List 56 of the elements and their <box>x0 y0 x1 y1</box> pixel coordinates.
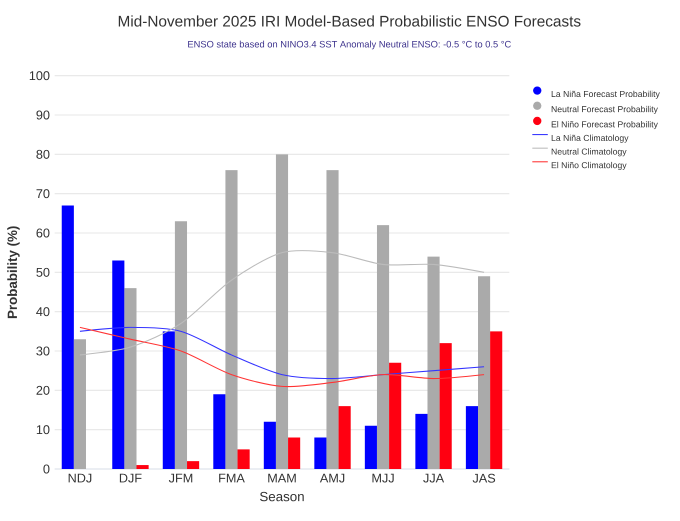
y-tick-label: 70 <box>36 189 50 198</box>
bar <box>364 426 377 469</box>
y-tick-label: 10 <box>36 425 50 434</box>
bar <box>62 205 74 469</box>
legend-label: El Niño Climatology <box>552 162 627 170</box>
bar <box>338 406 351 469</box>
y-tick-label: 30 <box>36 346 50 356</box>
bar <box>213 394 226 469</box>
bar <box>326 170 339 469</box>
legend-label: Neutral Climatology <box>552 148 627 156</box>
legend-label: La Niña Forecast Probability <box>552 90 660 99</box>
bar <box>112 260 124 469</box>
legend-label: Neutral Forecast Probability <box>552 106 658 114</box>
x-tick-label: DJF <box>120 474 142 483</box>
y-tick-label: 40 <box>36 307 50 316</box>
chart-title: Mid-November 2025 IRI Model-Based Probabilistic ENSO Forecasts <box>118 15 580 27</box>
x-tick-label: FMA <box>219 474 245 482</box>
bar <box>466 406 478 469</box>
bar <box>276 154 288 469</box>
x-tick-label: MJJ <box>372 474 394 483</box>
y-tick-label: 60 <box>36 228 50 238</box>
bar <box>136 465 149 469</box>
x-tick-label: JJA <box>423 474 444 483</box>
y-tick-label: 100 <box>30 71 50 80</box>
bar <box>440 343 452 469</box>
legend-label: El Niño Forecast Probability <box>552 121 658 130</box>
bar <box>389 362 402 469</box>
bar <box>187 461 200 469</box>
x-axis-title: Season <box>260 492 304 502</box>
bar <box>225 170 238 469</box>
y-tick-label: 80 <box>36 150 50 159</box>
chart-subtitle: ENSO state based on NINO3.4 SST Anomaly Neutral ENSO: -0.5 °C to 0.5 °C <box>188 40 511 50</box>
x-tick-label: MAM <box>268 474 296 482</box>
bar <box>490 331 502 469</box>
bar <box>415 414 428 469</box>
y-tick-label: 0 <box>43 464 50 474</box>
legend-label: La Niña Climatology <box>552 134 629 143</box>
x-tick-label: JAS <box>472 474 496 483</box>
x-tick-label: AMJ <box>320 474 344 483</box>
bar <box>124 288 137 469</box>
y-tick-label: 50 <box>36 268 50 277</box>
bar <box>174 221 188 469</box>
bar <box>264 422 276 469</box>
bar <box>314 438 326 469</box>
x-tick-label: JFM <box>168 474 192 483</box>
bar <box>74 339 86 469</box>
bar <box>376 225 390 469</box>
y-axis-title: Probability (%) <box>7 226 20 318</box>
y-tick-label: 20 <box>36 386 50 395</box>
y-tick-label: 90 <box>36 110 50 120</box>
bar <box>238 449 250 469</box>
bar <box>478 276 490 469</box>
bar <box>427 256 440 469</box>
x-tick-label: NDJ <box>68 474 92 483</box>
bar <box>288 438 300 469</box>
bar <box>162 331 175 469</box>
